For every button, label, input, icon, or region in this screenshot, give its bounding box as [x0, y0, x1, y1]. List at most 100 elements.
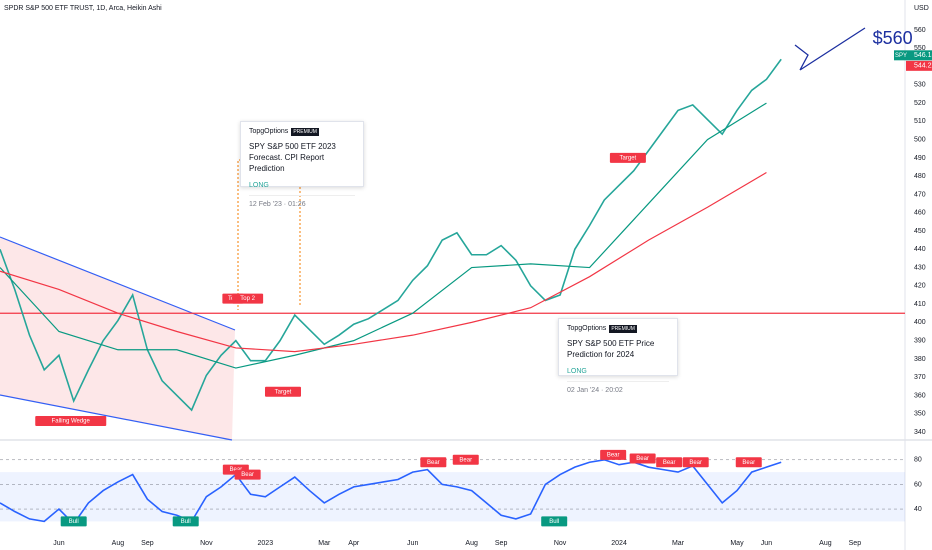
y-tick-label: 550 — [914, 45, 926, 52]
x-tick-label: Jun — [53, 540, 64, 547]
y-tick-label: 80 — [914, 457, 922, 464]
badge: PREMIUM — [291, 128, 319, 136]
y-tick-label: 440 — [914, 246, 926, 253]
chart-title: SPDR S&P 500 ETF TRUST, 1D, Arca, Heikin… — [4, 5, 162, 12]
annotation-box — [420, 457, 447, 468]
annotation-label: Target — [620, 155, 637, 161]
y-tick-label: 530 — [914, 82, 926, 89]
rsi-band — [0, 472, 905, 522]
idea-date: 02 Jan '24 · 20:02 — [567, 381, 669, 394]
y-tick-label: 480 — [914, 173, 926, 180]
x-tick-label: Nov — [200, 540, 213, 547]
annotation-box — [629, 453, 656, 464]
annotation-label: Bear — [689, 460, 702, 466]
y-tick-label: 360 — [914, 392, 926, 399]
x-tick-label: Aug — [112, 540, 125, 547]
wedge-lines — [0, 236, 236, 441]
annotation-label: Bear — [607, 452, 620, 458]
y-tick-label: 490 — [914, 155, 926, 162]
y-tick-label: 430 — [914, 264, 926, 271]
x-tick-label: Aug — [465, 540, 478, 547]
x-tick-label: Mar — [318, 540, 331, 547]
y-tick-label: 560 — [914, 27, 926, 34]
annotation-label: Bear — [427, 460, 440, 466]
annotation-label: Falling Wedge — [52, 419, 91, 425]
annotation-box — [541, 516, 568, 527]
annotation-label: Bear — [241, 472, 254, 478]
series-line — [0, 458, 782, 526]
annotation-box — [609, 152, 646, 163]
y-tick-label: 380 — [914, 356, 926, 363]
x-tick-label: 2023 — [258, 540, 274, 547]
annotation-box — [264, 386, 301, 397]
annotation-box — [452, 454, 479, 465]
y-tick-label: 510 — [914, 118, 926, 125]
annotation-label: Bull — [549, 519, 559, 525]
x-tick-label: Jun — [761, 540, 772, 547]
series-line — [0, 102, 767, 369]
x-tick-label: May — [730, 540, 744, 547]
annotation-box — [60, 516, 87, 527]
price-tag-label: 546.15 — [914, 52, 932, 59]
annotation-box — [172, 516, 199, 527]
wedge-fill — [0, 237, 235, 440]
idea-card[interactable]: TopgOptions PREMIUM SPY S&P 500 ETF 2023 … — [240, 121, 364, 208]
y-tick-label: 410 — [914, 301, 926, 308]
y-tick-label: 460 — [914, 210, 926, 217]
idea-date: 12 Feb '23 · 01:26 — [249, 195, 355, 208]
annotation-box — [234, 469, 261, 480]
annotation-label: Top 2 — [240, 296, 255, 302]
badge: PREMIUM — [609, 325, 637, 333]
annotation-box — [656, 457, 683, 468]
idea-title: SPY S&P 500 ETF 2023 Forecast. CPI Repor… — [249, 142, 336, 173]
annotation-label: Target — [275, 389, 292, 395]
x-tick-label: Sep — [495, 540, 508, 547]
ticker-tag — [894, 50, 906, 61]
y-tick-label: 40 — [914, 506, 922, 513]
annotation-label: Bear — [742, 460, 755, 466]
x-tick-label: 2024 — [611, 540, 627, 547]
annotation-label: Bull — [181, 519, 191, 525]
target-annotation: $560 — [873, 28, 913, 48]
idea-side: LONG — [567, 368, 587, 375]
annotation-box — [682, 457, 709, 468]
y-tick-label: 370 — [914, 374, 926, 381]
annotation-label: Bear — [459, 457, 472, 463]
y-tick-label: 520 — [914, 100, 926, 107]
y-tick-label: 420 — [914, 283, 926, 290]
annotation-box — [35, 416, 107, 427]
x-tick-label: Sep — [141, 540, 154, 547]
price-tag — [906, 60, 932, 71]
y-tick-label: 470 — [914, 191, 926, 198]
annotation-label: Bull — [69, 519, 79, 525]
series-line — [0, 172, 767, 353]
ticker-label: SPY — [895, 53, 907, 59]
y-tick-label: 400 — [914, 319, 926, 326]
x-tick-label: Nov — [554, 540, 567, 547]
y-tick-label: 500 — [914, 136, 926, 143]
x-tick-label: Jun — [407, 540, 418, 547]
idea-card[interactable]: TopgOptions PREMIUM SPY S&P 500 ETF Price… — [558, 318, 678, 394]
x-tick-label: Apr — [348, 540, 360, 547]
y-tick-label: 350 — [914, 411, 926, 418]
arrow — [794, 27, 866, 71]
y-tick-label: 450 — [914, 228, 926, 235]
idea-side: LONG — [249, 182, 269, 189]
annotation-label: Bear — [636, 456, 649, 462]
series-line — [0, 58, 782, 412]
x-tick-label: Aug — [819, 540, 832, 547]
author: TopgOptions — [567, 325, 607, 332]
x-tick-label: Sep — [849, 540, 862, 547]
currency: USD — [914, 5, 929, 12]
annotation-label: Bear — [663, 460, 676, 466]
y-tick-label: 340 — [914, 429, 926, 436]
y-tick-label: 60 — [914, 481, 922, 488]
idea-title: SPY S&P 500 ETF Price Prediction for 202… — [567, 339, 655, 359]
price-tag — [906, 50, 932, 61]
annotation-box — [600, 449, 627, 460]
annotation-box — [735, 457, 762, 468]
author: TopgOptions — [249, 128, 289, 135]
y-tick-label: 390 — [914, 337, 926, 344]
